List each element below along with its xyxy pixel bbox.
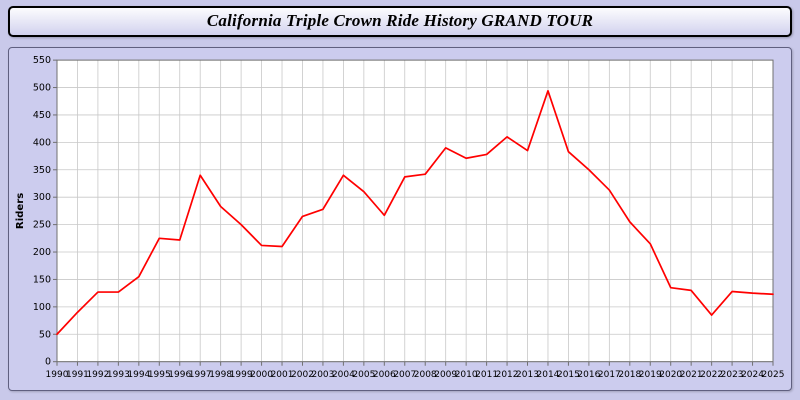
- svg-text:2008: 2008: [414, 370, 437, 380]
- svg-text:2001: 2001: [271, 370, 294, 380]
- svg-text:2011: 2011: [475, 370, 498, 380]
- svg-text:2005: 2005: [352, 370, 375, 380]
- svg-text:2007: 2007: [393, 370, 416, 380]
- svg-text:2018: 2018: [618, 370, 641, 380]
- svg-text:1998: 1998: [209, 370, 232, 380]
- svg-text:400: 400: [33, 137, 51, 148]
- svg-text:2010: 2010: [455, 370, 478, 380]
- svg-text:2022: 2022: [700, 370, 723, 380]
- svg-text:350: 350: [33, 165, 51, 176]
- svg-text:2020: 2020: [659, 370, 682, 380]
- svg-text:2023: 2023: [721, 370, 744, 380]
- svg-text:1991: 1991: [66, 370, 89, 380]
- svg-text:2000: 2000: [250, 370, 273, 380]
- svg-text:2002: 2002: [291, 370, 314, 380]
- svg-text:0: 0: [45, 357, 51, 368]
- svg-text:2021: 2021: [680, 370, 703, 380]
- svg-text:2006: 2006: [373, 370, 396, 380]
- svg-text:250: 250: [33, 220, 51, 231]
- svg-text:450: 450: [33, 110, 51, 121]
- svg-text:2025: 2025: [762, 370, 785, 380]
- svg-text:2024: 2024: [741, 370, 764, 380]
- svg-text:100: 100: [33, 302, 51, 313]
- svg-text:2013: 2013: [516, 370, 539, 380]
- svg-text:1990: 1990: [46, 370, 69, 380]
- svg-text:1997: 1997: [189, 370, 212, 380]
- svg-text:1999: 1999: [230, 370, 253, 380]
- page-title: California Triple Crown Ride History GRA…: [206, 11, 594, 30]
- svg-text:2017: 2017: [598, 370, 621, 380]
- svg-text:2016: 2016: [577, 370, 600, 380]
- svg-text:1992: 1992: [86, 370, 109, 380]
- svg-text:2014: 2014: [537, 370, 560, 380]
- svg-text:2009: 2009: [434, 370, 457, 380]
- svg-text:150: 150: [33, 274, 51, 285]
- svg-text:200: 200: [33, 247, 51, 258]
- svg-text:2019: 2019: [639, 370, 662, 380]
- svg-text:Riders: Riders: [15, 193, 26, 229]
- svg-text:1994: 1994: [127, 370, 150, 380]
- svg-text:50: 50: [39, 329, 51, 340]
- svg-text:500: 500: [33, 83, 51, 94]
- svg-text:1993: 1993: [107, 370, 130, 380]
- svg-text:2012: 2012: [496, 370, 519, 380]
- chart-panel: 0 50 100 150 200 250 300 350 400 450 500 550 1990 199…: [8, 47, 792, 391]
- ride-history-line-chart: 0501001502002503003504004505005501990199…: [15, 55, 785, 380]
- svg-text:2015: 2015: [557, 370, 580, 380]
- svg-text:2003: 2003: [311, 370, 334, 380]
- chart-title-bar: California Triple Crown Ride History GRA…: [8, 6, 792, 37]
- svg-text:550: 550: [33, 55, 51, 66]
- svg-text:300: 300: [33, 192, 51, 203]
- svg-text:1995: 1995: [148, 370, 171, 380]
- svg-text:1996: 1996: [168, 370, 191, 380]
- svg-text:2004: 2004: [332, 370, 355, 380]
